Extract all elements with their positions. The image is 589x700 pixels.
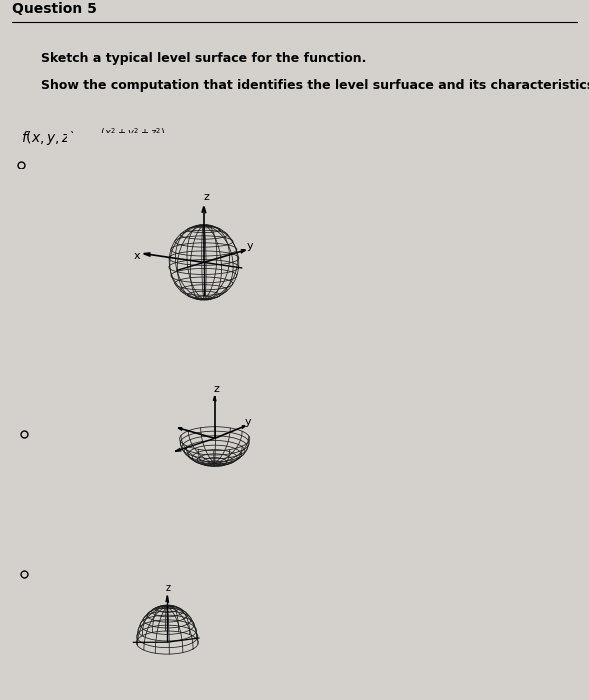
Text: $f(x, y, z) = e^{(x^2 + y^2 + z^2)}$: $f(x, y, z) = e^{(x^2 + y^2 + z^2)}$ [21,126,165,148]
Text: Sketch a typical level surface for the function.: Sketch a typical level surface for the f… [41,52,366,65]
Text: Show the computation that identifies the level surfuace and its characteristics.: Show the computation that identifies the… [41,79,589,92]
Text: Question 5: Question 5 [12,3,97,17]
